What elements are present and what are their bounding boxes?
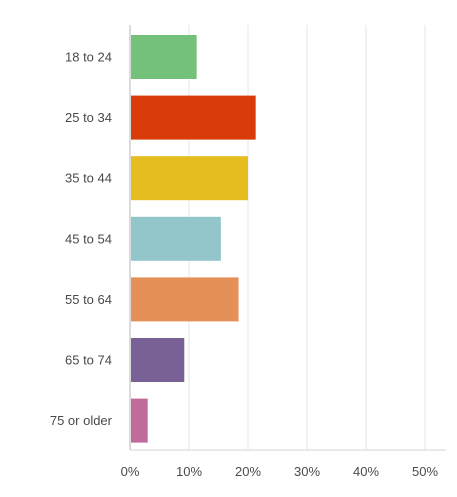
category-label: 18 to 24 [65,50,112,65]
bars [131,35,256,443]
x-tick-label: 50% [412,464,438,479]
category-label: 45 to 54 [65,231,112,246]
category-labels: 18 to 24 25 to 34 35 to 44 45 to 54 55 to 64… [50,50,113,429]
bar [131,277,239,322]
bar [131,216,221,261]
category-label: 55 to 64 [65,292,112,307]
bar [131,338,185,382]
x-tick-label: 40% [353,464,379,479]
x-tick-label: 20% [235,464,261,479]
bar [131,398,148,443]
bar [131,35,197,79]
x-tick-label: 0% [121,464,140,479]
bar [131,156,248,201]
x-tick-label: 30% [294,464,320,479]
x-tick-labels: 0% 10% 20% 30% 40% 50% [121,464,439,479]
category-label: 35 to 44 [65,171,112,186]
bar [131,95,256,140]
gridlines [188,25,426,450]
category-label: 75 or older [50,413,113,428]
category-label: 65 to 74 [65,353,112,368]
category-label: 25 to 34 [65,110,112,125]
x-tick-label: 10% [176,464,202,479]
